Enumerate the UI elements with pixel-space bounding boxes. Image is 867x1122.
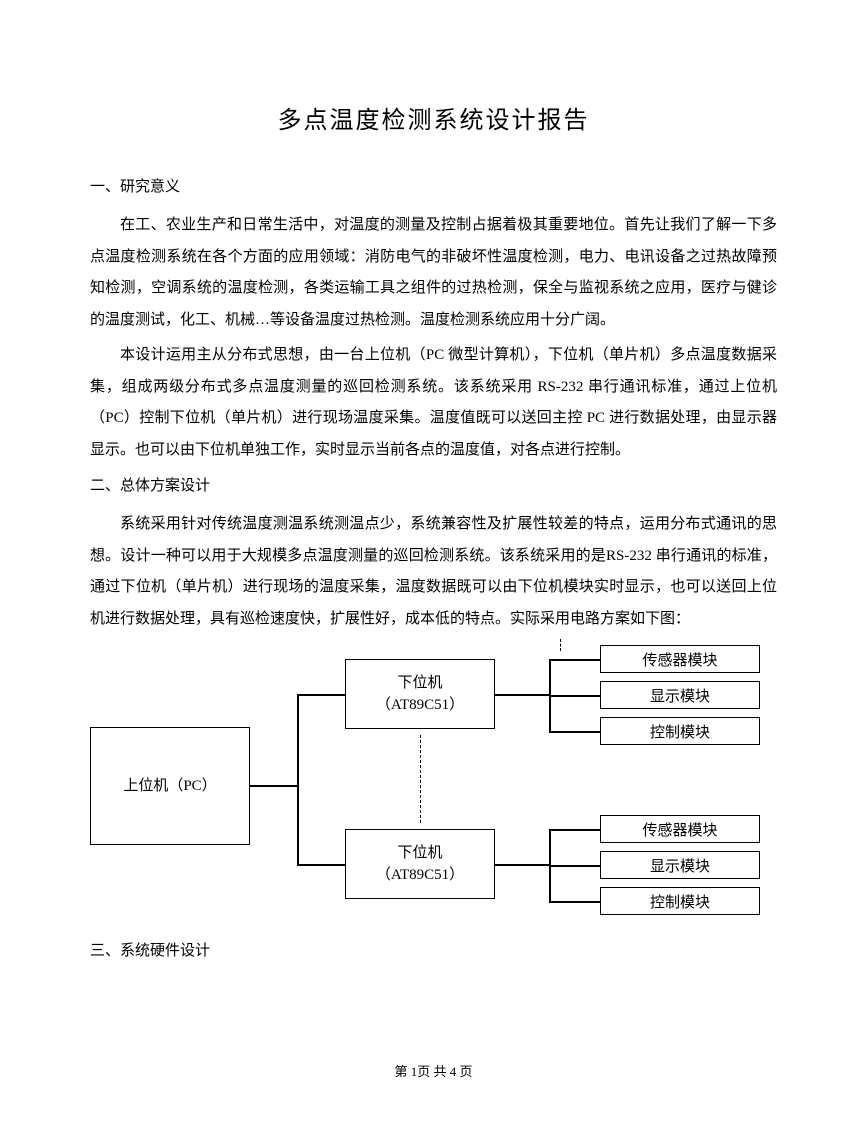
diagram-connector (495, 694, 550, 696)
diagram-connector (297, 694, 345, 696)
display-module-lower-label: 显示模块 (650, 855, 710, 876)
control-module-upper: 控制模块 (600, 717, 760, 745)
section-2-heading: 二、总体方案设计 (90, 474, 777, 495)
slave-lower-box: 下位机 （AT89C51） (345, 829, 495, 899)
display-module-upper: 显示模块 (600, 681, 760, 709)
diagram-dashed-connector (420, 735, 421, 823)
diagram-connector (495, 864, 550, 866)
sensor-module-upper: 传感器模块 (600, 645, 760, 673)
diagram-connector (549, 731, 600, 733)
display-module-upper-label: 显示模块 (650, 685, 710, 706)
section-3-heading: 三、系统硬件设计 (90, 939, 777, 960)
diagram-connector (549, 829, 600, 831)
slave-upper-line2: （AT89C51） (376, 694, 464, 717)
diagram-connector (549, 865, 600, 867)
slave-upper-box: 下位机 （AT89C51） (345, 659, 495, 729)
section-1-heading: 一、研究意义 (90, 175, 777, 196)
diagram-connector (297, 864, 345, 866)
diagram-dashed-connector (560, 639, 561, 651)
document-title: 多点温度检测系统设计报告 (90, 100, 777, 135)
sensor-module-lower: 传感器模块 (600, 815, 760, 843)
diagram-connector (549, 695, 600, 697)
display-module-lower: 显示模块 (600, 851, 760, 879)
diagram-connector (250, 785, 298, 787)
control-module-lower: 控制模块 (600, 887, 760, 915)
sensor-module-lower-label: 传感器模块 (642, 819, 717, 840)
host-pc-label: 上位机（PC） (123, 775, 216, 798)
page-footer: 第 1页 共 4 页 (0, 1061, 867, 1080)
slave-lower-line2: （AT89C51） (376, 864, 464, 887)
slave-lower-line1: 下位机 (397, 842, 442, 865)
sensor-module-upper-label: 传感器模块 (642, 649, 717, 670)
section-1-paragraph-1: 在工、农业生产和日常生活中，对温度的测量及控制占据着极其重要地位。首先让我们了解… (90, 210, 777, 336)
system-diagram: 上位机（PC） 下位机 （AT89C51） 下位机 （AT89C51） 传感器模… (90, 639, 778, 929)
control-module-lower-label: 控制模块 (650, 891, 710, 912)
slave-upper-line1: 下位机 (397, 672, 442, 695)
section-1-paragraph-2: 本设计运用主从分布式思想，由一台上位机（PC 微型计算机），下位机（单片机）多点… (90, 340, 777, 466)
host-pc-box: 上位机（PC） (90, 727, 250, 845)
diagram-connector (549, 901, 600, 903)
diagram-connector (297, 694, 299, 864)
control-module-upper-label: 控制模块 (650, 721, 710, 742)
diagram-connector (549, 659, 600, 661)
section-2-paragraph-1: 系统采用针对传统温度测温系统测温点少，系统兼容性及扩展性较差的特点，运用分布式通… (90, 509, 777, 635)
